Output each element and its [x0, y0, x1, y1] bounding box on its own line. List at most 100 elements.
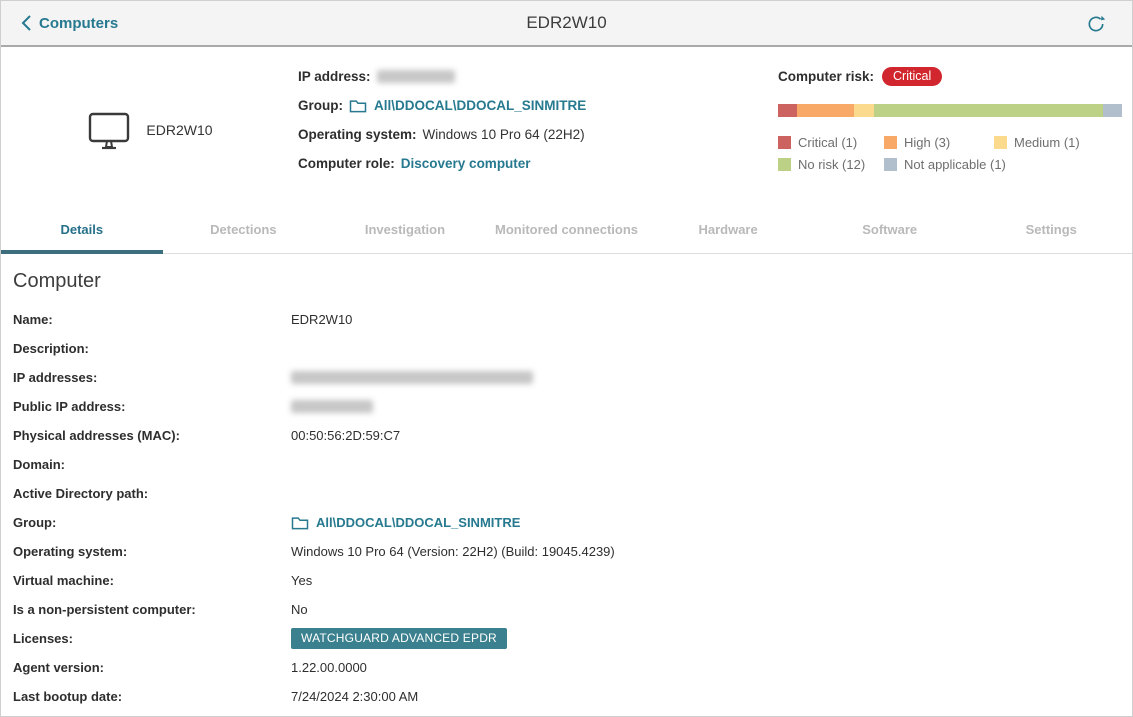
tab-detections[interactable]: Detections: [210, 222, 277, 237]
detail-label: Group:: [13, 515, 57, 530]
legend-label: Medium (1): [1014, 135, 1080, 150]
ip-address-row: IP address:: [298, 67, 778, 86]
group-link[interactable]: All\DDOCAL\DDOCAL_SINMITRE: [291, 515, 520, 530]
legend-label: Critical (1): [798, 135, 858, 150]
chevron-left-icon: [21, 15, 32, 31]
tab-details[interactable]: Details: [1, 206, 163, 254]
group-link-label: All\DDOCAL\DDOCAL_SINMITRE: [374, 98, 587, 113]
computer-name-label: EDR2W10: [146, 121, 213, 138]
computer-role-link-label: Discovery computer: [400, 156, 531, 171]
detail-label: Operating system:: [13, 544, 128, 559]
ip-address-redacted-value: [376, 70, 455, 83]
detail-row: Physical addresses (MAC): 00:50:56:2D:59:…: [13, 421, 1120, 450]
legend-swatch-icon: [884, 158, 897, 171]
redacted-value: [291, 400, 373, 413]
legend-label: High (3): [904, 135, 951, 150]
group-row: Group: All\DDOCAL\DDOCAL_SINMITRE: [298, 96, 778, 115]
tab-software[interactable]: Software: [862, 222, 918, 237]
detail-value: Yes: [291, 573, 313, 588]
detail-row: Active Directory path:: [13, 479, 1120, 508]
detail-value: WATCHGUARD ADVANCED EPDR: [291, 628, 507, 649]
license-badge: WATCHGUARD ADVANCED EPDR: [291, 628, 507, 649]
tab-bar: Details Detections Investigation Monitored …: [1, 206, 1132, 254]
detail-value: No: [291, 602, 308, 617]
risk-bar-segment-no-risk: [873, 104, 1103, 117]
detail-value: All\DDOCAL\DDOCAL_SINMITRE: [291, 515, 520, 530]
detail-label: Active Directory path:: [13, 486, 149, 501]
risk-legend-item-high: High (3): [884, 135, 994, 150]
computer-identity: EDR2W10: [1, 47, 298, 206]
detail-row: Operating system: Windows 10 Pro 64 (Vers…: [13, 537, 1120, 566]
legend-label: Not applicable (1): [904, 157, 1006, 172]
detail-row: Agent version: 1.22.00.0000: [13, 653, 1120, 682]
detail-value: EDR2W10: [291, 312, 353, 327]
detail-label: IP addresses:: [13, 370, 98, 385]
operating-system-row: Operating system: Windows 10 Pro 64 (22H…: [298, 125, 778, 144]
tab-monitored-connections[interactable]: Monitored connections: [495, 222, 639, 237]
risk-bar-segment-not-applicable: [1102, 104, 1122, 117]
details-tab-content: Computer Name: EDR2W10 Description: IP addr…: [1, 254, 1132, 711]
top-bar: Computers EDR2W10: [1, 1, 1132, 47]
folder-icon: [349, 98, 367, 113]
detail-row: Is a non-persistent computer: No: [13, 595, 1120, 624]
risk-level-badge: Critical: [882, 67, 943, 86]
detail-value: 1.22.00.0000: [291, 660, 367, 675]
detail-label: Public IP address:: [13, 399, 126, 414]
redacted-value: [291, 371, 533, 384]
back-to-computers-link[interactable]: Computers: [21, 15, 118, 32]
detail-row: IP addresses:: [13, 363, 1120, 392]
refresh-icon: [1086, 14, 1108, 34]
risk-bar-segment-high: [797, 104, 855, 117]
legend-label: No risk (12): [798, 157, 866, 172]
computer-monitor-icon: [86, 107, 132, 153]
detail-row: Domain:: [13, 450, 1120, 479]
detail-label: Last bootup date:: [13, 689, 123, 704]
detail-value: 00:50:56:2D:59:C7: [291, 428, 401, 443]
computer-role-label: Computer role:: [298, 156, 395, 171]
detail-label: Is a non-persistent computer:: [13, 602, 196, 617]
risk-legend-item-critical: Critical (1): [778, 135, 884, 150]
legend-swatch-icon: [778, 136, 791, 149]
computer-risk-header: Computer risk: Critical: [778, 67, 1122, 86]
detail-value: Windows 10 Pro 64 (Version: 22H2) (Build…: [291, 544, 615, 559]
detail-label: Virtual machine:: [13, 573, 114, 588]
computer-role-link[interactable]: Discovery computer: [401, 156, 531, 171]
detail-row: Name: EDR2W10: [13, 305, 1120, 334]
risk-legend-item-medium: Medium (1): [994, 135, 1122, 150]
computer-risk-panel: Computer risk: Critical Critical (1) High…: [778, 67, 1122, 172]
detail-label: Description:: [13, 341, 89, 356]
back-link-label: Computers: [39, 14, 119, 32]
detail-value: [291, 371, 533, 384]
detail-value: [291, 400, 373, 413]
refresh-button[interactable]: [1086, 13, 1108, 35]
detail-row: Last bootup date: 7/24/2024 2:30:00 AM: [13, 682, 1120, 711]
risk-bar-segment-critical: [778, 104, 798, 117]
computer-info: IP address: Group: All\DDOCAL\DDOCAL_SIN…: [298, 47, 778, 206]
detail-value: 7/24/2024 2:30:00 AM: [291, 689, 419, 704]
risk-bar-segment-medium: [854, 104, 874, 117]
page-title: EDR2W10: [526, 13, 607, 32]
folder-icon: [291, 515, 309, 530]
detail-label: Domain:: [13, 457, 65, 472]
risk-legend-item-not-applicable: Not applicable (1): [884, 157, 1006, 172]
detail-label: Physical addresses (MAC):: [13, 428, 180, 443]
operating-system-label: Operating system:: [298, 127, 417, 142]
tab-investigation[interactable]: Investigation: [364, 222, 446, 237]
tab-settings[interactable]: Settings: [1025, 222, 1077, 237]
detail-rows: Name: EDR2W10 Description: IP addresses: Pub…: [13, 305, 1120, 711]
detail-label: Agent version:: [13, 660, 105, 675]
detail-row: Group: All\DDOCAL\DDOCAL_SINMITRE: [13, 508, 1120, 537]
detail-row: Public IP address:: [13, 392, 1120, 421]
section-title: Computer: [13, 270, 101, 292]
ip-address-label: IP address:: [298, 69, 371, 84]
group-link[interactable]: All\DDOCAL\DDOCAL_SINMITRE: [349, 98, 586, 113]
computer-risk-label: Computer risk:: [778, 69, 875, 84]
computer-role-row: Computer role: Discovery computer: [298, 154, 778, 173]
legend-swatch-icon: [884, 136, 897, 149]
computer-summary-header: EDR2W10 IP address: Group: All\DDOCAL\DD…: [1, 47, 1132, 206]
tab-hardware[interactable]: Hardware: [698, 222, 758, 237]
detail-row: Licenses: WATCHGUARD ADVANCED EPDR: [13, 624, 1120, 653]
detail-label: Name:: [13, 312, 53, 327]
risk-distribution-bar: [778, 104, 1122, 117]
